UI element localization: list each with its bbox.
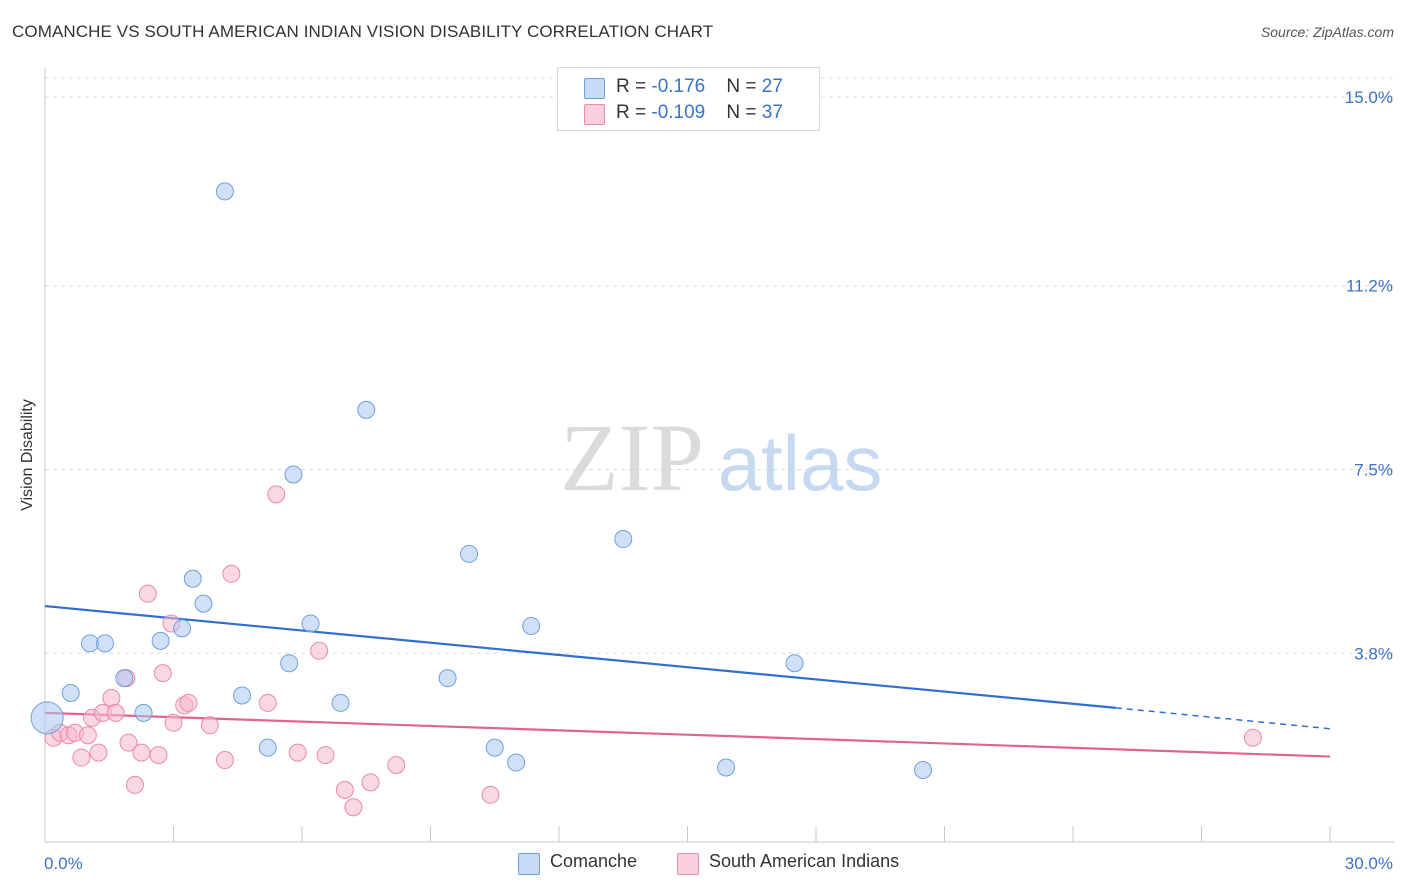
legend-swatch-blue: [584, 78, 605, 99]
point-comanche: [614, 530, 633, 549]
point-south-american-indians: [125, 775, 144, 794]
point-comanche: [215, 182, 234, 201]
point-south-american-indians: [102, 688, 121, 707]
data-points: [30, 182, 1262, 817]
y-tick-label: 15.0%: [1345, 88, 1393, 107]
point-south-american-indians: [344, 798, 363, 817]
y-tick-label: 3.8%: [1354, 644, 1393, 663]
trend-line-south-american-indians: [44, 711, 1331, 758]
point-south-american-indians: [119, 733, 138, 752]
source-label: Source: ZipAtlas.com: [1260, 24, 1394, 40]
point-comanche: [485, 738, 504, 757]
point-south-american-indians: [153, 664, 172, 683]
point-south-american-indians: [149, 746, 168, 765]
point-south-american-indians: [106, 703, 125, 722]
point-comanche: [134, 703, 153, 722]
point-south-american-indians: [288, 743, 307, 762]
point-comanche: [233, 686, 252, 705]
point-comanche: [115, 669, 134, 688]
legend-r-label: R =: [616, 102, 652, 123]
point-comanche: [173, 619, 192, 638]
point-south-american-indians: [215, 751, 234, 770]
y-tick-label: 7.5%: [1354, 461, 1393, 480]
point-comanche: [183, 569, 202, 588]
grid-lines: [45, 77, 1395, 654]
legend-n-value: 37: [761, 102, 783, 123]
legend-n-label: N =: [726, 102, 762, 123]
legend-r-value: -0.109: [651, 102, 706, 123]
point-comanche: [914, 760, 933, 779]
point-south-american-indians: [267, 485, 286, 504]
x-tick-label: 30.0%: [1345, 854, 1393, 873]
legend-n-value: 27: [761, 76, 783, 97]
point-comanche: [438, 669, 457, 688]
watermark-atlas: atlas: [718, 419, 883, 507]
point-comanche: [717, 758, 736, 777]
watermark-zip: ZIP: [560, 404, 704, 511]
point-south-american-indians: [335, 780, 354, 799]
y-tick-label: 11.2%: [1346, 277, 1393, 296]
bottom-legend-swatch-blue: [518, 853, 540, 875]
bottom-legend-swatch-pink: [677, 853, 699, 875]
y-axis-label: Vision Disability: [19, 399, 36, 511]
tick-labels: 3.8% 7.5% 11.2% 15.0% 0.0% 30.0%: [44, 88, 1393, 873]
trend-line-comanche-extension: [1115, 707, 1331, 730]
legend-r-label: R =: [616, 76, 652, 97]
point-south-american-indians: [222, 564, 241, 583]
point-south-american-indians: [310, 641, 329, 660]
point-comanche: [280, 654, 299, 673]
point-south-american-indians: [89, 743, 108, 762]
legend-r-value: -0.176: [651, 76, 706, 97]
point-comanche: [357, 400, 376, 419]
point-comanche: [61, 684, 80, 702]
point-south-american-indians: [258, 693, 277, 712]
point-south-american-indians: [1243, 728, 1262, 747]
point-comanche: [522, 616, 541, 635]
point-comanche: [151, 631, 170, 650]
point-south-american-indians: [387, 756, 406, 775]
legend-swatch-pink: [584, 104, 605, 125]
x-tick-label: 0.0%: [44, 854, 83, 873]
point-comanche: [284, 465, 303, 484]
point-south-american-indians: [316, 746, 335, 765]
bottom-legend-label: Comanche: [550, 851, 638, 871]
point-south-american-indians: [132, 743, 151, 762]
stats-legend: R = -0.176 N = 27 R = -0.109 N = 37: [557, 67, 820, 131]
axes: [44, 68, 1395, 843]
point-comanche: [95, 634, 114, 653]
watermark: ZIP atlas: [560, 404, 882, 511]
bottom-legend-label: South American Indians: [709, 851, 900, 871]
trend-line-comanche: [44, 604, 1116, 709]
point-comanche: [301, 614, 320, 633]
point-comanche: [80, 634, 99, 653]
point-south-american-indians: [164, 713, 183, 732]
point-comanche: [258, 738, 277, 757]
point-south-american-indians: [72, 748, 91, 767]
point-south-american-indians: [78, 726, 97, 745]
point-comanche: [460, 544, 479, 563]
point-comanche: [194, 594, 213, 613]
point-south-american-indians: [481, 785, 500, 804]
trend-lines: [44, 604, 1331, 758]
point-south-american-indians: [361, 773, 380, 792]
point-south-american-indians: [179, 693, 198, 712]
point-comanche: [507, 753, 526, 772]
point-comanche: [785, 654, 804, 673]
point-comanche: [331, 693, 350, 712]
point-south-american-indians: [138, 584, 157, 603]
legend-n-label: N =: [726, 76, 762, 97]
chart-title: COMANCHE VS SOUTH AMERICAN INDIAN VISION…: [12, 22, 714, 41]
point-comanche: [30, 701, 64, 735]
point-south-american-indians: [200, 716, 219, 735]
